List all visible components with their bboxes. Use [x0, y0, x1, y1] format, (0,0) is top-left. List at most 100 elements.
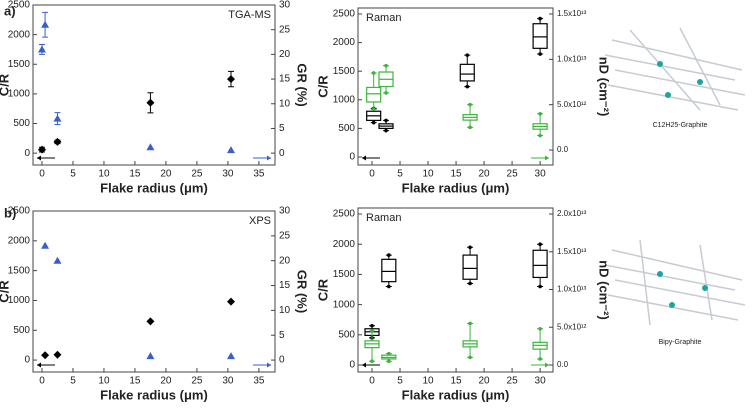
extreme	[387, 359, 391, 364]
axis-arrow-head	[545, 155, 549, 161]
point	[53, 114, 62, 122]
point	[41, 351, 50, 360]
x-axis-title: Flake radius (μm)	[402, 387, 510, 402]
whisker	[385, 254, 392, 287]
y2-tick-label: 10	[279, 98, 291, 109]
y2-tick-label: 30	[279, 206, 291, 217]
extreme	[468, 125, 472, 130]
x-tick-label: 35	[253, 169, 265, 180]
extreme	[384, 118, 388, 123]
y2-tick-label: 0	[279, 355, 285, 366]
y-axis-title: C/R	[315, 278, 330, 301]
point	[53, 350, 62, 359]
y-tick-label: 2500	[8, 206, 31, 217]
y-tick-label: 1500	[8, 59, 31, 70]
y-tick-label: 1500	[8, 265, 31, 276]
y2-axis-title: nD (cm⁻²)	[597, 260, 612, 320]
extreme	[387, 253, 391, 257]
whisker	[467, 104, 474, 128]
x-tick-label: 0	[369, 376, 375, 387]
x-tick-label: 15	[450, 376, 462, 387]
x-tick-label: 30	[222, 169, 234, 180]
y2-tick-label: 1.0x10¹³	[557, 54, 587, 63]
y-tick-label: 2000	[333, 239, 356, 250]
extreme	[538, 357, 542, 361]
extreme	[370, 359, 374, 364]
y2-tick-label: 20	[279, 49, 291, 60]
box	[462, 254, 478, 280]
y-tick-label: 1000	[8, 89, 31, 100]
y2-tick-label: 20	[279, 255, 291, 266]
whisker	[467, 246, 474, 284]
axis-arrow-head	[545, 362, 549, 368]
annotation: TGA-MS	[228, 9, 271, 21]
y2-tick-label: 1.0x10¹³	[557, 285, 587, 294]
y2-tick-label: 25	[279, 230, 291, 241]
x-tick-label: 20	[160, 376, 172, 387]
y2-tick-label: 30	[279, 0, 291, 11]
annotation: Raman	[366, 12, 401, 24]
illustration-label: Bipy-Graphite	[659, 339, 702, 346]
whisker	[370, 72, 377, 110]
y2-tick-label: 1.5x10¹³	[557, 9, 587, 18]
whisker	[537, 243, 544, 287]
axis-arrow-head	[267, 155, 271, 161]
extreme	[468, 355, 472, 360]
y-tick-label: 0	[349, 360, 355, 371]
annotation: XPS	[249, 215, 271, 227]
x-tick-label: 5	[70, 169, 76, 180]
point	[37, 145, 46, 154]
whisker	[383, 65, 390, 94]
illustration: Bipy-Graphite	[604, 239, 746, 346]
extreme	[538, 242, 542, 247]
extreme	[387, 284, 391, 289]
x-tick-label: 25	[507, 169, 519, 180]
x-axis-title: Flake radius (μm)	[100, 387, 208, 402]
y2-tick-label: 5.0x10¹²	[557, 322, 587, 331]
y2-axis-title: nD (cm⁻²)	[597, 57, 612, 117]
x-tick-label: 30	[535, 376, 547, 387]
extreme	[465, 84, 470, 89]
box	[459, 63, 475, 82]
y2-tick-label: 25	[279, 24, 291, 35]
x-tick-label: 0	[39, 376, 45, 387]
y2-tick-label: 5.0x10¹²	[557, 100, 587, 109]
y-tick-label: 1500	[333, 269, 356, 280]
y-tick-label: 1500	[333, 66, 356, 77]
y2-tick-label: 10	[279, 305, 291, 316]
axis-arrow-head	[362, 155, 366, 161]
y-tick-label: 500	[338, 123, 355, 134]
whisker	[537, 328, 544, 360]
x-tick-label: 0	[369, 169, 375, 180]
y2-axis-title: GR (%)	[295, 63, 310, 106]
y-axis-title: C/R	[0, 280, 11, 303]
extreme	[538, 284, 542, 289]
y-tick-label: 2000	[8, 29, 31, 40]
point	[227, 297, 235, 306]
y2-tick-label: 5	[279, 123, 285, 134]
y2-tick-label: 5	[279, 330, 285, 341]
point	[227, 75, 235, 84]
x-axis-title: Flake radius (μm)	[402, 180, 510, 195]
y2-tick-label: 15	[279, 74, 291, 85]
x-tick-label: 15	[129, 376, 141, 387]
extreme	[384, 63, 388, 68]
x-tick-label: 5	[397, 169, 403, 180]
extreme	[371, 71, 376, 75]
whisker	[537, 18, 544, 55]
axis-arrow-head	[37, 155, 41, 161]
x-tick-label: 15	[129, 169, 141, 180]
y-axis-title: C/R	[0, 73, 11, 96]
x-tick-label: 25	[191, 169, 203, 180]
whisker	[369, 330, 376, 362]
extreme	[468, 281, 472, 286]
plot-frame	[32, 4, 276, 166]
point	[146, 317, 155, 326]
extreme	[538, 52, 542, 56]
point	[53, 137, 62, 146]
y-tick-label: 2000	[8, 235, 31, 246]
plot-frame	[357, 7, 554, 166]
extreme	[371, 107, 376, 112]
extreme	[465, 53, 470, 57]
